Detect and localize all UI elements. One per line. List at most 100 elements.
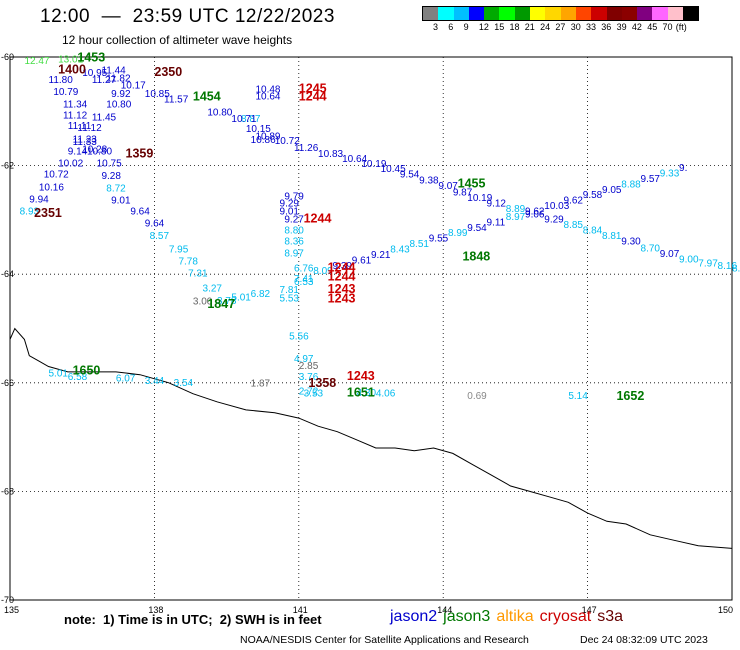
wave-height-value: 9.06 — [525, 210, 545, 221]
wave-height-value: 4.06 — [376, 388, 396, 399]
wave-height-value: 7.81 — [280, 285, 300, 296]
wave-height-value: 9.07 — [660, 249, 680, 260]
chart-title: 12:00 — 23:59 UTC 12/22/2023 — [40, 6, 335, 27]
pass-time-label: 1651 — [347, 385, 375, 399]
satellite-jason3: jason3 — [443, 608, 491, 625]
legend-swatch — [606, 7, 622, 20]
wave-height-value: 8.51 — [410, 239, 430, 250]
satellite-altika: altika — [496, 608, 534, 625]
wave-height-value: 8.16 — [718, 261, 738, 272]
wave-height-value: 11.33 — [73, 137, 98, 148]
legend-swatch — [438, 7, 454, 20]
legend-swatch — [652, 7, 668, 20]
wave-height-value: 10.45 — [381, 164, 406, 175]
legend-label: 21 — [524, 22, 535, 32]
legend-swatch — [453, 7, 469, 20]
legend-swatch — [575, 7, 592, 20]
legend-label: 30 — [570, 22, 581, 32]
legend-label: 9 — [463, 22, 469, 32]
legend-swatch — [621, 7, 638, 20]
wave-height-value: 7.31 — [188, 268, 208, 279]
legend-label: 36 — [601, 22, 612, 32]
wave-height-value: 9.33 — [660, 168, 680, 179]
pass-time-label: 1359 — [126, 146, 154, 160]
wave-height-value: 11.80 — [49, 75, 74, 86]
pass-time-label: 1652 — [616, 389, 644, 403]
legend-label: 15 — [494, 22, 505, 32]
legend-label: 27 — [555, 22, 566, 32]
wave-height-value: 9.01 — [111, 196, 131, 207]
wave-height-value: 10.80 — [207, 108, 232, 119]
wave-height-value: 10.95 — [82, 68, 107, 79]
wave-height-value: 8.84 — [583, 225, 603, 236]
wave-height-value: 3.78 — [217, 296, 237, 307]
wave-height-value: 9.01 — [280, 206, 300, 217]
wave-height-value: 6.53 — [294, 277, 314, 288]
x-tick-label: 144 — [437, 605, 452, 615]
wave-height-value: 9.92 — [111, 89, 131, 100]
wave-height-value: 10.19 — [361, 159, 386, 170]
legend-label: 12 — [478, 22, 489, 32]
wave-height-value: 10.17 — [121, 80, 146, 91]
wave-height-value: 9.28 — [101, 171, 121, 182]
wave-height-value: 3.27 — [203, 284, 223, 295]
pass-time-label: 2350 — [154, 65, 182, 79]
pass-time-label: 1455 — [458, 176, 486, 190]
wave-height-value: 7.95 — [169, 244, 189, 255]
wave-height-value: 10.83 — [318, 149, 343, 160]
wave-height-value: 5.01 — [231, 292, 251, 303]
wave-height-value: 9.27 — [284, 215, 304, 226]
wave-height-value: 11.57 — [164, 95, 189, 106]
wave-height-value: 10.28 — [82, 145, 107, 156]
wave-height-value: 8.89 — [506, 204, 526, 215]
y-tick-label: -70 — [1, 595, 14, 605]
legend-swatch — [514, 7, 531, 20]
wave-height-value: 9.30 — [621, 236, 641, 247]
legend-label: 6 — [448, 22, 454, 32]
x-tick-label: 147 — [582, 605, 597, 615]
wave-height-value: 11.44 — [101, 65, 126, 76]
wave-height-value: 9.87 — [453, 187, 473, 198]
wave-height-value: 8.87 — [241, 114, 261, 125]
wave-height-value: 12.47 — [24, 56, 49, 67]
wave-height-value: 9.62 — [525, 206, 545, 217]
wave-height-value: 8.99 — [448, 228, 468, 239]
wave-height-value: 5.01 — [49, 368, 69, 379]
wave-height-value: 11.12 — [63, 110, 88, 121]
legend-label: 24 — [540, 22, 551, 32]
wave-height-value: 3.00 — [193, 297, 213, 308]
wave-height-value: 3.54 — [174, 378, 194, 389]
legend-unit: (ft) — [675, 22, 687, 32]
wave-height-value: 8.85 — [564, 220, 584, 231]
legend-swatch — [423, 7, 439, 20]
generated-timestamp: Dec 24 08:32:09 UTC 2023 — [580, 634, 708, 646]
legend-label: 33 — [586, 22, 597, 32]
legend-swatch — [499, 7, 515, 20]
legend-swatch — [484, 7, 500, 20]
wave-height-value: 11.45 — [92, 113, 117, 124]
wave-height-value: 9.05 — [602, 185, 622, 196]
wave-height-value: 9.58 — [583, 190, 603, 201]
wave-height-value: 11.27 — [92, 75, 117, 86]
wave-height-value: 8.93 — [20, 206, 40, 217]
wave-height-value: 9.55 — [429, 234, 449, 245]
wave-height-value: 2.85 — [299, 361, 319, 372]
wave-height-value: 9.54 — [400, 170, 420, 181]
wave-height-value: 9.94 — [29, 195, 49, 206]
wave-height-value: 9.00 — [679, 254, 699, 265]
y-tick-label: -64 — [1, 269, 14, 279]
wave-height-value: 10.16 — [39, 183, 64, 194]
wave-height-value: 9.29 — [280, 198, 300, 209]
wave-height-value: 5.56 — [289, 331, 309, 342]
wave-height-value: 6.76 — [294, 263, 314, 274]
wave-height-value: 9.39 — [332, 261, 352, 272]
wave-height-value: 11.23 — [73, 134, 98, 145]
wave-height-value: 7.41 — [294, 274, 314, 285]
wave-height-value: 10.89 — [255, 132, 280, 143]
pass-time-label: 1358 — [308, 376, 336, 390]
legend-swatch — [667, 7, 684, 20]
chart-subtitle: 12 hour collection of altimeter wave hei… — [62, 33, 293, 47]
credit-line: NOAA/NESDIS Center for Satellite Applica… — [240, 634, 529, 646]
wave-height-value: 9. — [679, 163, 687, 174]
